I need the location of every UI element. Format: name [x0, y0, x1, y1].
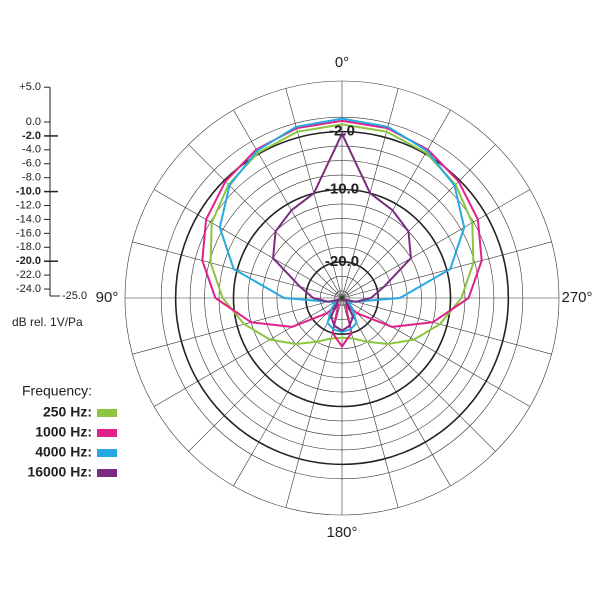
- spoke: [341, 297, 451, 487]
- scale-label: -22.0: [16, 269, 41, 281]
- spoke: [153, 297, 343, 407]
- ring-label: -20.0: [325, 253, 359, 270]
- series-line: [218, 117, 466, 333]
- legend-swatch: [97, 409, 117, 417]
- series-line: [272, 132, 412, 332]
- spoke: [233, 109, 343, 299]
- scale-label: -8.0: [22, 172, 41, 184]
- scale-label: -14.0: [16, 213, 41, 225]
- legend-label: 250 Hz:: [43, 404, 92, 420]
- spoke: [188, 297, 343, 452]
- angle-label: 270°: [561, 289, 592, 306]
- angle-label: 90°: [96, 289, 119, 306]
- scale-label: -16.0: [16, 227, 41, 239]
- scale-label: 0.0: [26, 116, 41, 128]
- spoke: [341, 297, 552, 355]
- legend-swatch: [97, 429, 117, 437]
- spoke: [132, 297, 343, 355]
- unit-label: dB rel. 1V/Pa: [12, 315, 83, 329]
- scale-label: -20.0: [16, 255, 41, 267]
- scale-label: -6.0: [22, 158, 41, 170]
- angle-label: 0°: [335, 54, 349, 71]
- legend-label: 1000 Hz:: [35, 424, 92, 440]
- scale-label: -12.0: [16, 199, 41, 211]
- angle-label: 180°: [326, 524, 357, 541]
- spoke: [341, 144, 496, 299]
- legend-swatch: [97, 449, 117, 457]
- legend-swatch: [97, 469, 117, 477]
- scale-label: -24.0: [16, 283, 41, 295]
- series-line: [209, 123, 475, 345]
- legend-title: Frequency:: [22, 383, 92, 399]
- legend-label: 16000 Hz:: [27, 464, 92, 480]
- series-line: [201, 119, 483, 348]
- legend-label: 4000 Hz:: [35, 444, 92, 460]
- scale-label: -2.0: [22, 130, 41, 142]
- scale-label: -18.0: [16, 241, 41, 253]
- scale-label: -25.0: [62, 290, 87, 302]
- spoke: [341, 297, 531, 407]
- spoke: [341, 297, 496, 452]
- spoke: [233, 297, 343, 487]
- scale-label: -4.0: [22, 144, 41, 156]
- spoke: [341, 189, 531, 299]
- ring-label: -2.0: [329, 123, 355, 140]
- spoke: [341, 109, 451, 299]
- spoke: [153, 189, 343, 299]
- scale-label: +5.0: [19, 81, 41, 93]
- ring-label: -10.0: [325, 180, 359, 197]
- spoke: [188, 144, 343, 299]
- scale-label: -10.0: [16, 186, 41, 198]
